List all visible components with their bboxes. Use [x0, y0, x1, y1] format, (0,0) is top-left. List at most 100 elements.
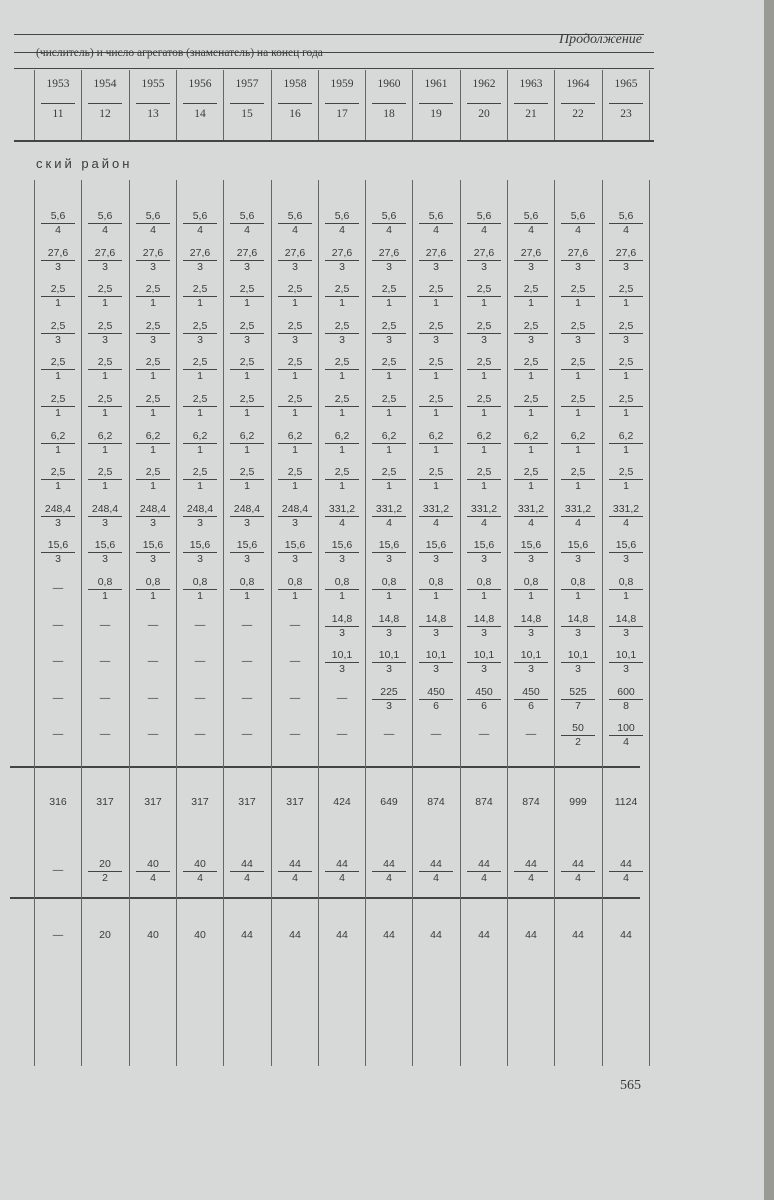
denominator: 1	[433, 370, 439, 383]
year: 1960	[372, 78, 406, 104]
table-cell: 5,6 4	[130, 210, 176, 237]
column-divider	[129, 70, 130, 140]
numerator: 331,2	[514, 503, 548, 517]
denominator: 3	[197, 553, 203, 566]
numerator: 331,2	[609, 503, 643, 517]
denominator: 3	[528, 260, 534, 273]
denominator: 1	[481, 590, 487, 602]
table-cell: 2,5 1	[224, 466, 270, 493]
total-cell: 316	[49, 796, 67, 808]
denominator: 4	[433, 224, 439, 236]
numerator: 2,5	[278, 393, 312, 407]
section-title: ский район	[36, 156, 133, 171]
numerator: 2,5	[419, 466, 453, 481]
year-header: 1956 14	[177, 78, 223, 121]
denominator: 6	[481, 699, 487, 712]
denominator: 1	[623, 480, 629, 493]
denominator: 3	[244, 553, 250, 566]
denominator: 1	[244, 443, 250, 456]
denominator: 3	[433, 553, 439, 566]
numerator: 15,6	[419, 539, 453, 554]
table-cell: 600 8	[603, 686, 649, 713]
total-cell: 874	[427, 796, 445, 808]
denominator: 1	[339, 480, 345, 493]
column-divider	[318, 180, 319, 1066]
year: 1958	[278, 78, 312, 104]
table-cell: 14,8 3	[413, 613, 459, 640]
denominator: 3	[386, 333, 392, 346]
table-cell: 248,4 3	[272, 503, 318, 530]
table-cell: —	[383, 728, 395, 741]
denominator: 1	[339, 443, 345, 456]
numerator: 27,6	[136, 247, 170, 261]
table-cell: 331,2 4	[366, 503, 412, 530]
denominator: 4	[433, 516, 439, 529]
table-cell: —	[147, 691, 159, 704]
denominator: 1	[55, 370, 61, 383]
denominator: 1	[528, 443, 534, 456]
table-cell: —	[336, 728, 348, 741]
rule	[14, 68, 654, 69]
numerator: 2,5	[419, 356, 453, 371]
table-cell: 5,6 4	[366, 210, 412, 237]
total-cell: 1124	[614, 796, 638, 808]
column-divider	[554, 180, 555, 1066]
table-cell: 14,8 3	[319, 613, 365, 640]
numerator: 0,8	[278, 576, 312, 590]
table-cell: 2,5 1	[177, 356, 223, 383]
year-header: 1957 15	[224, 78, 270, 121]
numerator: 2,5	[278, 356, 312, 371]
table-cell: 331,2 4	[461, 503, 507, 530]
column-divider	[365, 180, 366, 1066]
table-cell: —	[147, 655, 159, 668]
table-cell: 0,8 1	[130, 576, 176, 603]
denominator: 1	[623, 590, 629, 602]
table-cell: 5,6 4	[82, 210, 128, 237]
numerator: 2,5	[325, 356, 359, 371]
table-cell: 2,5 1	[35, 356, 81, 383]
denominator: 1	[55, 480, 61, 493]
numerator: 0,8	[325, 576, 359, 590]
denominator: 1	[197, 407, 203, 419]
denominator: 3	[292, 553, 298, 566]
denominator: 3	[433, 663, 439, 676]
numerator: 2,5	[230, 356, 264, 371]
table-cell: 2,5 1	[319, 283, 365, 310]
denominator: 1	[292, 407, 298, 419]
denominator: 1	[339, 297, 345, 310]
numerator: 2,5	[609, 356, 643, 371]
denominator: 1	[386, 443, 392, 456]
table-cell: —	[194, 618, 206, 631]
table-cell: —	[241, 618, 253, 631]
table-cell: 14,8 3	[555, 613, 601, 640]
numerator: 5,6	[561, 210, 595, 224]
table-cell: 2,5 1	[272, 356, 318, 383]
column-number: 23	[620, 108, 632, 120]
denominator: 1	[244, 407, 250, 419]
column-divider	[602, 70, 603, 140]
numerator: 5,6	[183, 210, 217, 224]
table-cell: 2,5 1	[555, 466, 601, 493]
table-cell: —	[52, 728, 64, 741]
table-cell: 525 7	[555, 686, 601, 713]
denominator: 3	[102, 260, 108, 273]
denominator: 1	[386, 297, 392, 310]
denominator: 1	[150, 407, 156, 419]
table-cell: 331,2 4	[319, 503, 365, 530]
numerator: 2,5	[136, 466, 170, 481]
denominator: 3	[528, 333, 534, 346]
table-cell: —	[52, 864, 64, 876]
denominator: 1	[292, 590, 298, 602]
table-cell: 27,6 3	[177, 247, 223, 274]
table-cell: 27,6 3	[319, 247, 365, 274]
column-divider	[460, 180, 461, 1066]
table-cell: 44 4	[366, 858, 412, 885]
table-cell: 27,6 3	[272, 247, 318, 274]
denominator: 1	[102, 480, 108, 493]
year-header: 1955 13	[130, 78, 176, 121]
denominator: 3	[433, 260, 439, 273]
numerator: 5,6	[278, 210, 312, 224]
denominator: 1	[292, 480, 298, 493]
denominator: 3	[244, 260, 250, 273]
denominator: 3	[575, 663, 581, 676]
